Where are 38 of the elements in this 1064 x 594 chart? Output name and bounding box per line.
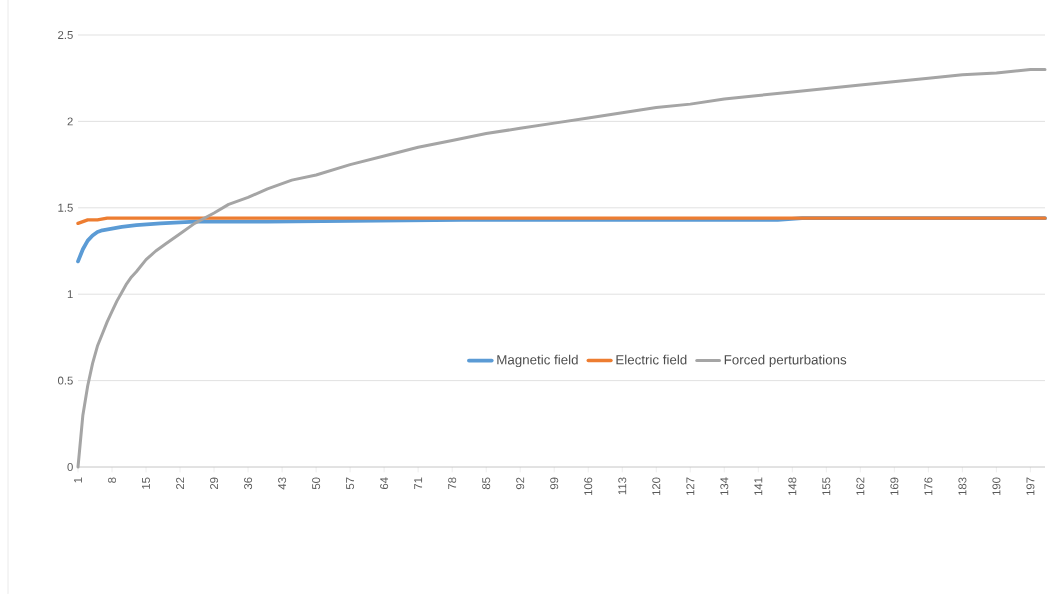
x-tick-label: 155: [822, 477, 831, 496]
x-tick-label: 85: [482, 477, 491, 490]
legend-label: Magnetic field: [497, 354, 578, 368]
x-tick-label: 57: [346, 477, 355, 490]
x-tick-label: 8: [108, 477, 117, 483]
x-tick-label: 22: [176, 477, 185, 490]
x-tick-label: 36: [244, 477, 253, 490]
y-tick-label: 2.5: [58, 31, 73, 40]
x-tick-label: 43: [278, 477, 287, 490]
x-tick-label: 141: [754, 477, 763, 496]
x-tick-label: 127: [686, 477, 695, 496]
x-tick-label: 183: [958, 477, 967, 496]
x-tick-label: 148: [788, 477, 797, 496]
x-tick-label: 92: [516, 477, 525, 490]
x-tick-label: 162: [856, 477, 865, 496]
x-tick-label: 1: [74, 477, 82, 483]
y-tick-label: 1: [67, 290, 73, 299]
x-tick-label: 134: [720, 477, 729, 496]
x-tick-label: 78: [448, 477, 457, 490]
x-tick-label: 99: [550, 477, 559, 490]
y-tick-label: 1.5: [58, 203, 73, 212]
x-tick-label: 50: [312, 477, 321, 490]
y-tick-label: 0.5: [57, 376, 73, 385]
x-tick-label: 176: [924, 477, 933, 496]
legend-label: Electric field: [616, 354, 687, 365]
x-tick-label: 15: [142, 477, 150, 489]
y-tick-label: 2: [67, 117, 73, 126]
legend-label: Forced perturbations: [724, 354, 847, 368]
x-tick-label: 106: [584, 477, 593, 496]
x-tick-label: 169: [890, 477, 899, 496]
x-tick-label: 71: [414, 477, 423, 490]
x-tick-label: 113: [618, 477, 627, 495]
y-tick-label: 0: [67, 463, 73, 472]
x-tick-label: 120: [652, 477, 661, 496]
x-tick-label: 29: [210, 477, 219, 490]
x-tick-label: 197: [1026, 477, 1035, 496]
x-tick-label: 190: [992, 477, 1001, 496]
x-tick-label: 64: [380, 477, 389, 490]
